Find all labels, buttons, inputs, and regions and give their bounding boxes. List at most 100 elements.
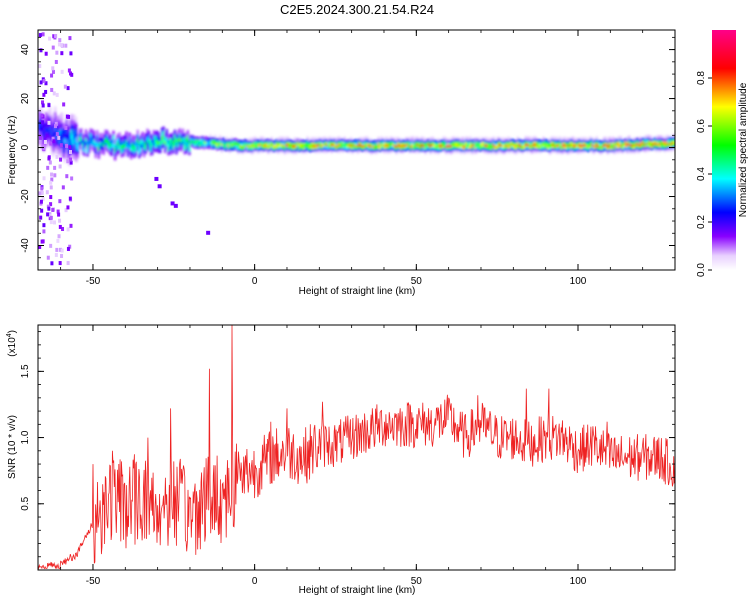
spectrogram-cell — [194, 136, 198, 140]
spectrogram-cell — [298, 142, 301, 146]
spectrogram-cell — [39, 130, 42, 137]
spectrogram-cell — [626, 150, 629, 154]
spectrogram-cell — [599, 140, 602, 144]
spectrogram-cell — [623, 145, 626, 149]
spectrogram-cell — [173, 141, 177, 147]
spectrogram-cell — [105, 134, 109, 139]
spectrogram-cell — [589, 138, 592, 142]
spectrogram-cell — [447, 142, 450, 145]
spectrogram-cell — [112, 147, 115, 152]
spectrogram-cell — [217, 147, 220, 151]
spectrogram-cell — [345, 139, 348, 143]
spectrogram-cell — [482, 145, 485, 149]
spectrogram-cell — [298, 138, 301, 141]
spectrogram-cell — [413, 138, 416, 141]
spectrogram-cell — [338, 140, 341, 144]
spectrogram-cell — [146, 140, 149, 146]
spectrogram-cell — [262, 144, 265, 147]
spectrogram-cell — [665, 140, 668, 144]
spectrogram-cell — [324, 136, 327, 140]
spectrogram-cell — [513, 141, 516, 145]
spectrogram-cell — [52, 146, 55, 153]
spectrogram-cell — [62, 142, 65, 149]
spectrogram-cell — [186, 134, 189, 139]
spectrogram-cell — [484, 136, 487, 140]
spectrogram-cell — [359, 139, 362, 143]
spectrogram-cell — [316, 148, 319, 152]
spectrogram-cell — [212, 137, 215, 140]
spectrogram-cell — [639, 145, 642, 149]
spectrogram-cell — [594, 141, 597, 145]
spectrogram-cell — [466, 146, 469, 149]
spectrogram-cell — [571, 141, 574, 144]
spectrogram-cell — [60, 151, 63, 158]
spectrogram-cell — [498, 145, 501, 149]
spectrogram-cell — [236, 151, 240, 155]
spectrogram-cell — [346, 142, 350, 146]
spectrogram-cell — [464, 143, 468, 147]
spectrogram-cell — [296, 138, 299, 142]
spectrogram-cell — [668, 139, 671, 143]
spectrogram-cell — [164, 148, 167, 153]
spectrogram-speck — [53, 124, 57, 129]
colorbar-label: Normalized spectral amplitude — [738, 82, 749, 217]
spectrogram-cell — [447, 146, 450, 150]
spectrogram-cell — [537, 146, 540, 150]
spectrogram-cell — [314, 143, 317, 147]
spectrogram-cell — [183, 137, 186, 143]
spectrogram-cell — [346, 149, 350, 153]
spectrogram-cell — [666, 141, 670, 145]
spectrogram-cell — [387, 141, 390, 145]
spectrogram-cell — [438, 139, 442, 143]
spectrogram-cell — [455, 147, 458, 151]
spectrogram-cell — [493, 151, 497, 155]
spectrogram-cell — [369, 142, 372, 146]
spectrogram-cell — [285, 136, 288, 140]
spectrogram-speck — [49, 243, 53, 248]
spectrogram-cell — [421, 147, 424, 151]
spectrogram-cell — [92, 142, 96, 148]
spectrogram-cell — [233, 140, 236, 144]
spectrogram-cell — [298, 149, 301, 153]
spectrogram-speck — [41, 103, 45, 108]
spectrogram-cell — [333, 138, 337, 142]
spectrogram-cell — [469, 140, 472, 144]
spectrogram-cell — [597, 139, 600, 143]
spectrogram-speck — [57, 135, 61, 140]
spectrogram-cell — [644, 147, 647, 151]
spectrogram-cell — [602, 137, 605, 141]
spectrogram-cell — [311, 139, 314, 143]
spectrogram-cell — [71, 134, 75, 140]
spectrogram-cell — [214, 137, 217, 140]
spectrogram-cell — [615, 143, 618, 147]
spectrogram-cell — [539, 148, 542, 152]
spectrogram-cell — [411, 147, 414, 151]
spectrogram-cell — [673, 143, 675, 147]
snr-y-multiplier-base: (x10 — [7, 337, 18, 357]
spectrogram-cell — [295, 149, 298, 153]
spectrogram-cell — [120, 148, 123, 154]
spectrogram-cell — [531, 148, 534, 152]
spectrogram-cell — [364, 148, 367, 151]
spectrogram-cell — [348, 150, 351, 154]
spectrogram-cell — [83, 151, 86, 156]
spectrogram-speck — [67, 68, 71, 73]
spectrogram-cell — [92, 138, 96, 144]
spectrogram-cell — [492, 138, 495, 142]
spectrogram-cell — [555, 148, 558, 152]
spectrogram-cell — [616, 150, 620, 154]
spectrogram-cell — [552, 138, 555, 142]
spectrogram-cell — [621, 144, 624, 148]
spectrogram-cell — [605, 146, 608, 150]
spectrogram-cell — [262, 139, 265, 143]
spectrogram-cell — [406, 147, 409, 151]
spectrogram-cell — [329, 136, 332, 140]
spectrogram-cell — [165, 141, 168, 146]
spectrogram-cell — [498, 147, 501, 151]
spectrogram-cell — [641, 144, 644, 148]
spectrogram-cell — [319, 145, 322, 149]
spectrogram-cell — [492, 136, 495, 140]
spectrogram-cell — [636, 137, 639, 141]
spectrogram-cell — [283, 144, 286, 148]
spectrogram-cell — [322, 143, 325, 147]
